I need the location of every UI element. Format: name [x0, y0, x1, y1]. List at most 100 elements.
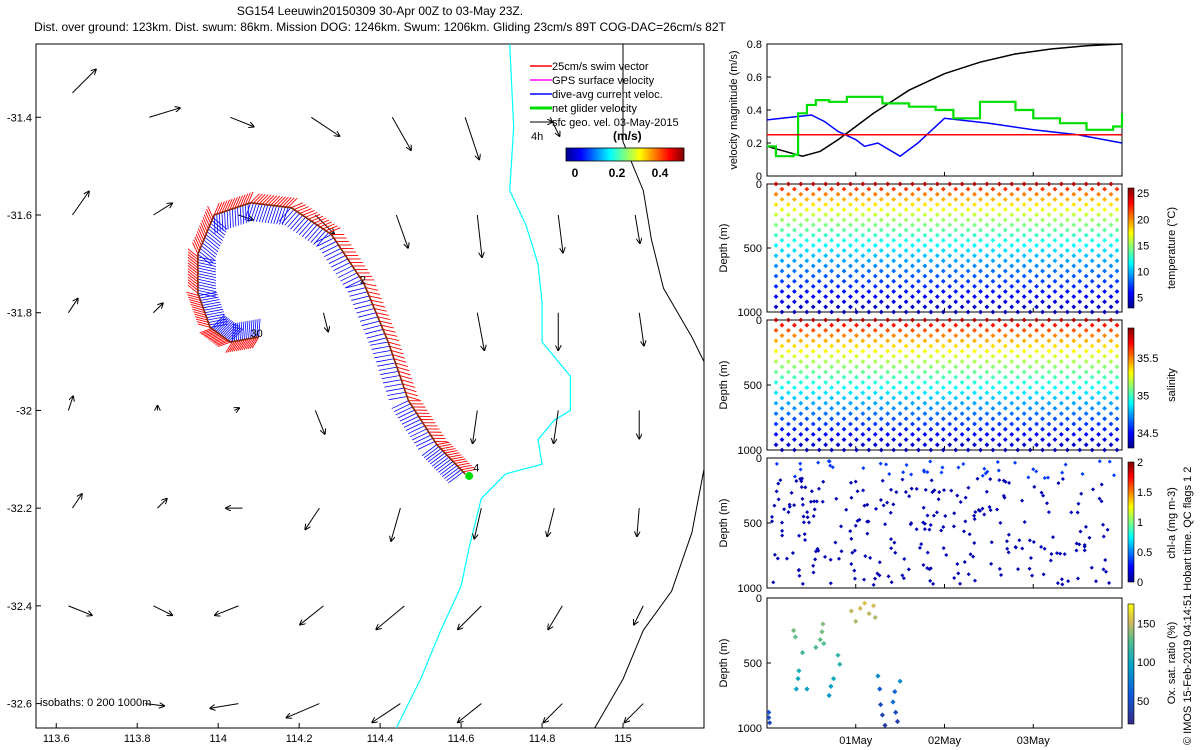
salinity-point: [1009, 317, 1015, 323]
dac-vector: [256, 319, 259, 338]
dac-vector: [197, 289, 217, 295]
chl-point: [893, 550, 898, 555]
dac-vector: [197, 287, 217, 292]
chl-point: [984, 489, 989, 494]
chl-point: [1104, 569, 1109, 574]
salinity-point: [934, 338, 940, 344]
temperature-point: [835, 243, 841, 248]
geo-velocity-arrow: [544, 703, 563, 723]
chl-point: [827, 459, 832, 464]
temperature-point: [810, 294, 816, 300]
salinity-point: [854, 364, 859, 370]
temperature-point: [798, 222, 804, 228]
dac-vector: [438, 461, 454, 473]
temperature-point: [934, 273, 940, 279]
temperature-point: [779, 207, 785, 212]
temperature-point: [835, 263, 841, 269]
chl-point: [982, 466, 987, 471]
salinity-point: [1077, 395, 1083, 401]
salinity-point: [928, 385, 934, 390]
chl-point: [868, 555, 873, 560]
dac-vector: [363, 324, 382, 331]
temperature-point: [910, 181, 915, 187]
temperature-point: [940, 278, 946, 284]
swim-vector: [395, 362, 408, 367]
dac-vector: [258, 318, 261, 338]
salinity-point: [984, 338, 990, 344]
salinity-point: [848, 317, 853, 323]
swim-vector: [305, 211, 318, 218]
colorbar-tick-label: 15: [1137, 240, 1149, 252]
depth-tick-label: 1000: [738, 445, 762, 457]
temperature-point: [903, 248, 909, 253]
temperature-point: [1021, 273, 1027, 279]
swim-vector: [225, 341, 233, 353]
chl-point: [849, 561, 854, 566]
temperature-point: [872, 294, 878, 300]
dac-vector: [354, 303, 373, 310]
salinity-point: [922, 400, 928, 406]
geo-velocity-arrow: [634, 605, 644, 625]
chl-point: [972, 517, 977, 522]
temperature-point: [903, 289, 909, 294]
temperature-point: [972, 212, 977, 218]
salinity-point: [922, 421, 928, 427]
salinity-point: [1102, 374, 1107, 380]
temperature-point: [792, 309, 797, 315]
temperature-point: [1015, 207, 1021, 212]
temperature-point: [792, 258, 797, 264]
oxygen-point: [766, 715, 772, 721]
swim-vector: [316, 219, 330, 226]
temperature-point: [1077, 289, 1083, 294]
dac-vector: [365, 329, 384, 335]
geo-velocity-arrow: [548, 605, 563, 629]
oxygen-point: [857, 605, 863, 611]
salinity-point: [786, 369, 791, 375]
swim-vector: [279, 196, 289, 207]
salinity-point: [984, 317, 990, 323]
temperature-point: [854, 309, 859, 315]
chl-point: [1049, 552, 1054, 557]
swim-vector: [396, 366, 410, 372]
temperature-point: [1114, 278, 1120, 284]
salinity-point: [1052, 354, 1058, 359]
swim-vector: [402, 383, 416, 388]
oxygen-axes-frame: [766, 597, 1123, 729]
salinity-point: [1021, 380, 1027, 385]
salinity-point: [816, 354, 822, 359]
salinity-point: [1096, 380, 1101, 385]
salinity-point: [897, 400, 903, 406]
salinity-point: [1064, 364, 1070, 370]
salinity-point: [996, 317, 1002, 323]
salinity-point: [953, 343, 959, 349]
temperature-point: [773, 232, 779, 238]
salinity-point: [928, 406, 934, 411]
chl-point: [877, 560, 882, 565]
salinity-point: [1102, 364, 1107, 370]
temperature-point: [959, 304, 965, 310]
salinity-point: [860, 369, 866, 375]
net-velocity-marker: [465, 471, 474, 480]
chl-point: [928, 566, 933, 571]
salinity-point: [897, 432, 903, 437]
salinity-point: [903, 395, 909, 401]
salinity-point: [860, 338, 866, 344]
temperature-point: [1114, 227, 1120, 233]
geo-velocity-arrow: [395, 214, 408, 248]
chl-point: [995, 459, 1000, 464]
salinity-point: [1034, 390, 1039, 396]
temperature-point: [885, 284, 891, 289]
temperature-point: [872, 304, 878, 310]
salinity-point: [897, 328, 903, 333]
temperature-point: [1083, 243, 1089, 248]
salinity-point: [878, 447, 884, 453]
temperature-point: [786, 222, 791, 228]
salinity-point: [885, 421, 891, 427]
swim-vector: [325, 225, 338, 232]
salinity-point: [990, 333, 996, 338]
temperature-point: [891, 268, 897, 274]
salinity-point: [779, 416, 785, 422]
temperature-point: [854, 268, 859, 274]
salinity-point: [854, 333, 859, 338]
salinity-point: [792, 364, 797, 370]
